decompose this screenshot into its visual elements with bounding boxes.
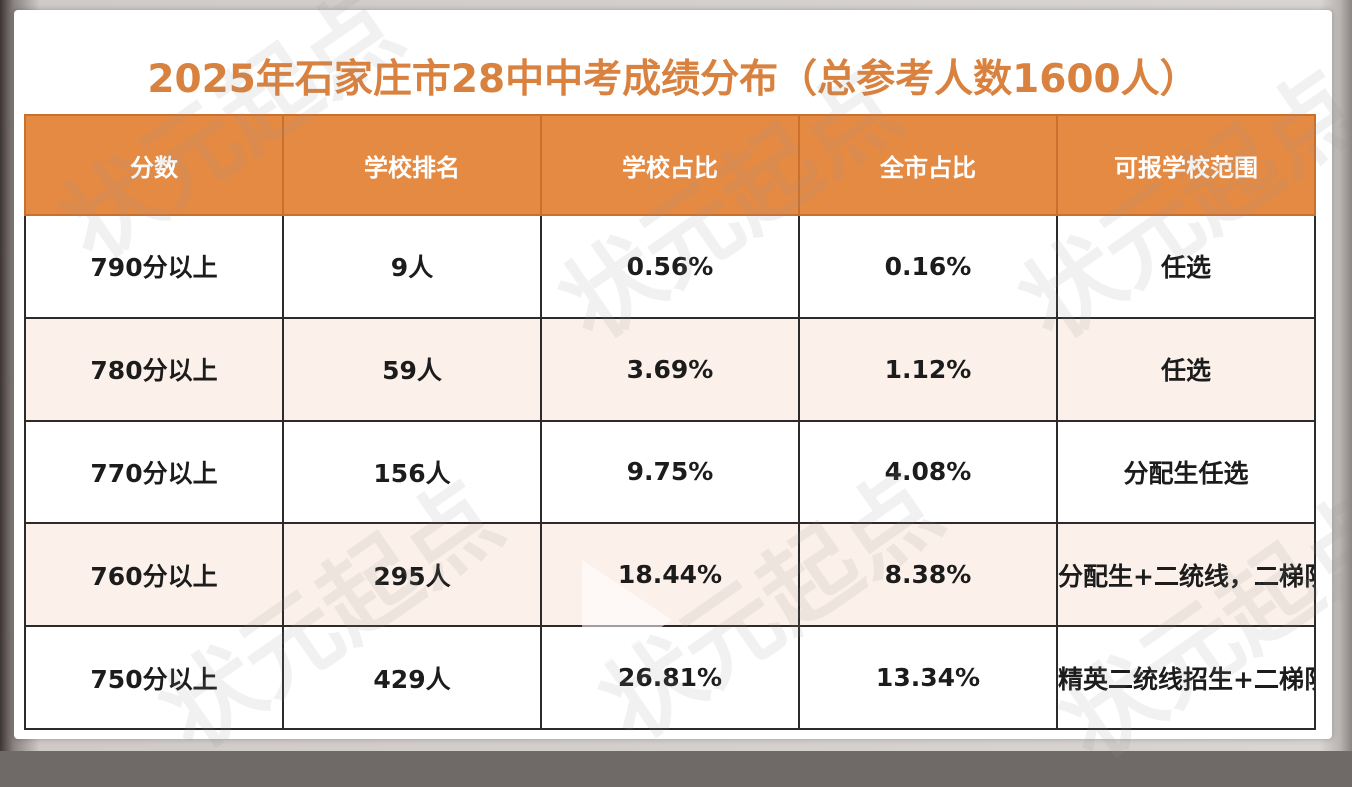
- header-score: 分数: [24, 114, 284, 216]
- school-percent-cell: 26.81%: [540, 625, 800, 730]
- score-cell: 790分以上: [24, 214, 284, 319]
- rank-cell: 9人: [282, 214, 542, 319]
- page-title: 2025年石家庄市28中中考成绩分布（总参考人数1600人）: [147, 57, 1199, 102]
- screen-background: 2025年石家庄市28中中考成绩分布（总参考人数1600人） 分数 学校排名 学…: [0, 0, 1352, 751]
- score-cell: 780分以上: [24, 316, 284, 422]
- city-percent-cell: 8.38%: [798, 522, 1058, 628]
- header-city-percent: 全市占比: [798, 114, 1058, 216]
- city-percent-cell: 4.08%: [798, 419, 1058, 525]
- school-percent-cell: 9.75%: [540, 419, 800, 525]
- score-cell: 760分以上: [24, 522, 284, 628]
- city-percent-cell: 13.34%: [798, 625, 1058, 730]
- rank-cell: 429人: [282, 625, 542, 730]
- score-distribution-table: 分数 学校排名 学校占比 全市占比 可报学校范围 790分以上 9人 0.56%…: [24, 114, 1316, 730]
- rank-cell: 156人: [282, 419, 542, 525]
- table-row: 790分以上 9人 0.56% 0.16% 任选: [24, 214, 1316, 319]
- range-cell: 分配生任选: [1056, 419, 1316, 525]
- score-table-card: 2025年石家庄市28中中考成绩分布（总参考人数1600人） 分数 学校排名 学…: [14, 0, 1352, 782]
- range-cell: 任选: [1056, 316, 1316, 422]
- header-school-rank: 学校排名: [282, 114, 542, 216]
- header-school-range: 可报学校范围: [1056, 114, 1316, 216]
- table-row: 750分以上 429人 26.81% 13.34% 精英二统线招生+二梯队学校分…: [24, 625, 1316, 730]
- table-row: 760分以上 295人 18.44% 8.38% 分配生+二统线，二梯队学校任选: [24, 522, 1316, 628]
- table-row: 780分以上 59人 3.69% 1.12% 任选: [24, 316, 1316, 422]
- score-cell: 750分以上: [24, 625, 284, 730]
- school-percent-cell: 18.44%: [540, 522, 800, 628]
- score-cell: 770分以上: [24, 419, 284, 525]
- rank-cell: 59人: [282, 316, 542, 422]
- range-cell: 分配生+二统线，二梯队学校任选: [1056, 522, 1316, 628]
- school-percent-cell: 3.69%: [540, 316, 800, 422]
- range-cell: 精英二统线招生+二梯队学校分配生: [1056, 625, 1316, 730]
- header-school-percent: 学校占比: [540, 114, 800, 216]
- school-percent-cell: 0.56%: [540, 214, 800, 319]
- city-percent-cell: 1.12%: [798, 316, 1058, 422]
- range-cell: 任选: [1056, 214, 1316, 319]
- city-percent-cell: 0.16%: [798, 214, 1058, 319]
- table-row: 770分以上 156人 9.75% 4.08% 分配生任选: [24, 419, 1316, 525]
- rank-cell: 295人: [282, 522, 542, 628]
- table-header-row: 分数 学校排名 学校占比 全市占比 可报学校范围: [24, 114, 1316, 216]
